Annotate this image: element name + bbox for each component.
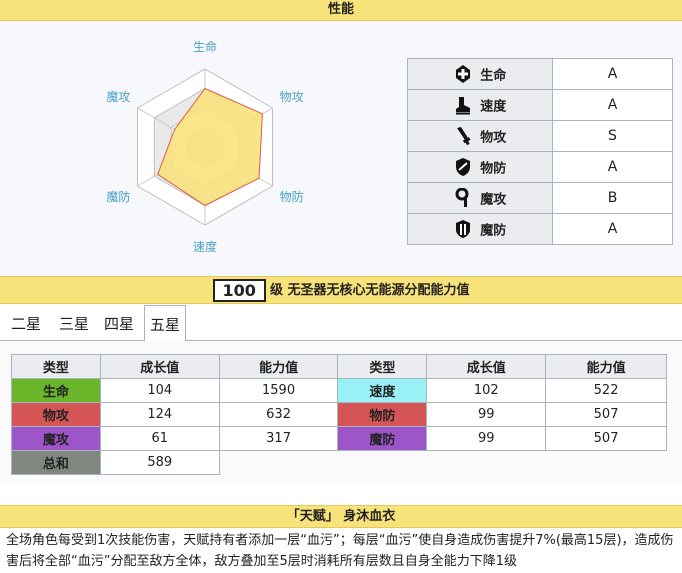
star-tabs: 二星 三星 四星 五星 xyxy=(0,305,682,342)
rating-row: 速度 A xyxy=(407,89,673,121)
level-header: 100 级 无圣器无核心无能源分配能力值 xyxy=(0,276,682,304)
stat-growth: 104 xyxy=(99,378,220,403)
level-caption: 级 无圣器无核心无能源分配能力值 xyxy=(269,283,470,298)
rating-grade: A xyxy=(552,58,673,90)
rating-row: 物攻 S xyxy=(407,120,673,152)
rating-table: 生命 A 速度 A 物攻 S 物防 xyxy=(407,58,673,245)
rating-row: 物防 A xyxy=(407,151,673,183)
radar-axis-label: 速度 xyxy=(193,239,217,254)
rating-grade: A xyxy=(552,213,673,245)
stat-type-pdef: 物防 xyxy=(337,402,428,427)
rating-name: 物防 xyxy=(480,161,507,177)
stat-growth: 124 xyxy=(99,402,220,427)
rating-name: 魔防 xyxy=(480,223,507,239)
rating-row: 魔防 A xyxy=(407,213,673,245)
magic-staff-icon xyxy=(455,188,469,207)
stat-growth: 99 xyxy=(426,402,547,427)
col-growth: 成长值 xyxy=(426,354,547,379)
stats-panel: 类型 成长值 能力值 类型 成长值 能力值 生命 104 1590 速度 102… xyxy=(0,341,682,484)
stat-type-total: 总和 xyxy=(11,450,101,475)
stat-type-hp: 生命 xyxy=(11,378,101,403)
rating-name: 生命 xyxy=(480,68,507,84)
stats-table: 类型 成长值 能力值 类型 成长值 能力值 生命 104 1590 速度 102… xyxy=(11,354,667,475)
col-value: 能力值 xyxy=(545,354,667,379)
col-type: 类型 xyxy=(337,354,428,379)
radar-axis-label: 物攻 xyxy=(280,90,304,104)
table-row: 生命 104 1590 速度 102 522 xyxy=(11,378,667,403)
rating-grade: A xyxy=(552,151,673,183)
table-row: 物攻 124 632 物防 99 507 xyxy=(11,402,667,427)
performance-panel: 生命 物攻 物防 速度 魔防 魔攻 生命 A 速度 A 物攻 xyxy=(0,21,682,276)
rating-row: 魔攻 B xyxy=(407,182,673,214)
rating-name: 物攻 xyxy=(480,130,507,146)
talent-description: 全场角色每受到1次技能伤害，天赋持有者添加一层“血污”；每层“血污”使自身造成伤… xyxy=(0,528,682,573)
table-row: 总和 589 xyxy=(11,450,667,475)
level-value: 100 xyxy=(212,279,266,302)
stat-type-mdef: 魔防 xyxy=(337,426,428,451)
magic-shield-icon xyxy=(455,220,470,238)
shield-icon xyxy=(455,158,470,176)
rating-name: 速度 xyxy=(480,99,507,115)
boot-icon xyxy=(455,97,470,115)
performance-header: 性能 xyxy=(0,0,682,21)
rating-row: 生命 A xyxy=(407,58,673,90)
radar-data-polygon xyxy=(157,87,263,207)
col-type: 类型 xyxy=(11,354,101,379)
tab-three-star[interactable]: 三星 xyxy=(59,315,90,333)
radar-axis-label: 物防 xyxy=(280,189,304,204)
stat-value: 317 xyxy=(218,426,339,451)
talent-header: 「天赋」 身沐血衣 xyxy=(0,505,682,528)
stats-header-row: 类型 成长值 能力值 类型 成长值 能力值 xyxy=(11,354,667,379)
rating-grade: B xyxy=(552,182,673,214)
col-growth: 成长值 xyxy=(99,354,220,379)
stat-growth: 102 xyxy=(426,378,547,403)
stat-growth: 61 xyxy=(99,426,220,451)
table-row: 魔攻 61 317 魔防 99 507 xyxy=(11,426,667,451)
stat-type-speed: 速度 xyxy=(337,378,428,403)
stat-total-value: 589 xyxy=(99,450,220,475)
tab-five-star[interactable]: 五星 xyxy=(144,305,187,342)
stat-growth: 99 xyxy=(426,426,547,451)
radar-axis-label: 生命 xyxy=(193,39,217,54)
stat-value: 632 xyxy=(218,402,339,427)
rating-name: 魔攻 xyxy=(480,192,507,208)
stat-value: 507 xyxy=(545,402,667,427)
radar-axis-label: 魔攻 xyxy=(106,89,130,104)
rating-grade: S xyxy=(552,120,673,152)
rating-grade: A xyxy=(552,89,673,121)
health-cross-icon xyxy=(455,65,470,83)
stat-value: 522 xyxy=(545,378,667,403)
col-value: 能力值 xyxy=(218,354,339,379)
radar-axis-label: 魔防 xyxy=(106,189,130,204)
stat-value: 1590 xyxy=(218,378,339,403)
stat-type-patk: 物攻 xyxy=(11,402,101,427)
stat-type-matk: 魔攻 xyxy=(11,426,101,451)
tab-two-star[interactable]: 二星 xyxy=(11,315,42,333)
tab-four-star[interactable]: 四星 xyxy=(104,315,135,333)
sword-icon xyxy=(456,127,471,146)
stat-value: 507 xyxy=(545,426,667,451)
